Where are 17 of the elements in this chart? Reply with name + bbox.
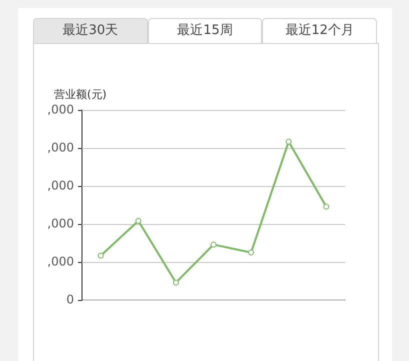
text: ,000 [47, 178, 74, 193]
point [135, 218, 142, 224]
point [286, 138, 292, 145]
point [98, 252, 104, 259]
text: 0 [66, 292, 74, 307]
text: 最近12个月 [262, 18, 378, 43]
point [210, 242, 216, 248]
text: ,000 [47, 140, 74, 155]
text: 最近15周 [148, 18, 262, 43]
point [248, 250, 254, 256]
text: ,000 [47, 216, 74, 231]
text: 最近30天 [33, 18, 148, 43]
point [172, 280, 179, 286]
point [323, 204, 330, 210]
text: ,000 [47, 254, 74, 269]
text: ,000 [47, 102, 74, 117]
y-axis-title: 营业额(元) [54, 88, 107, 101]
